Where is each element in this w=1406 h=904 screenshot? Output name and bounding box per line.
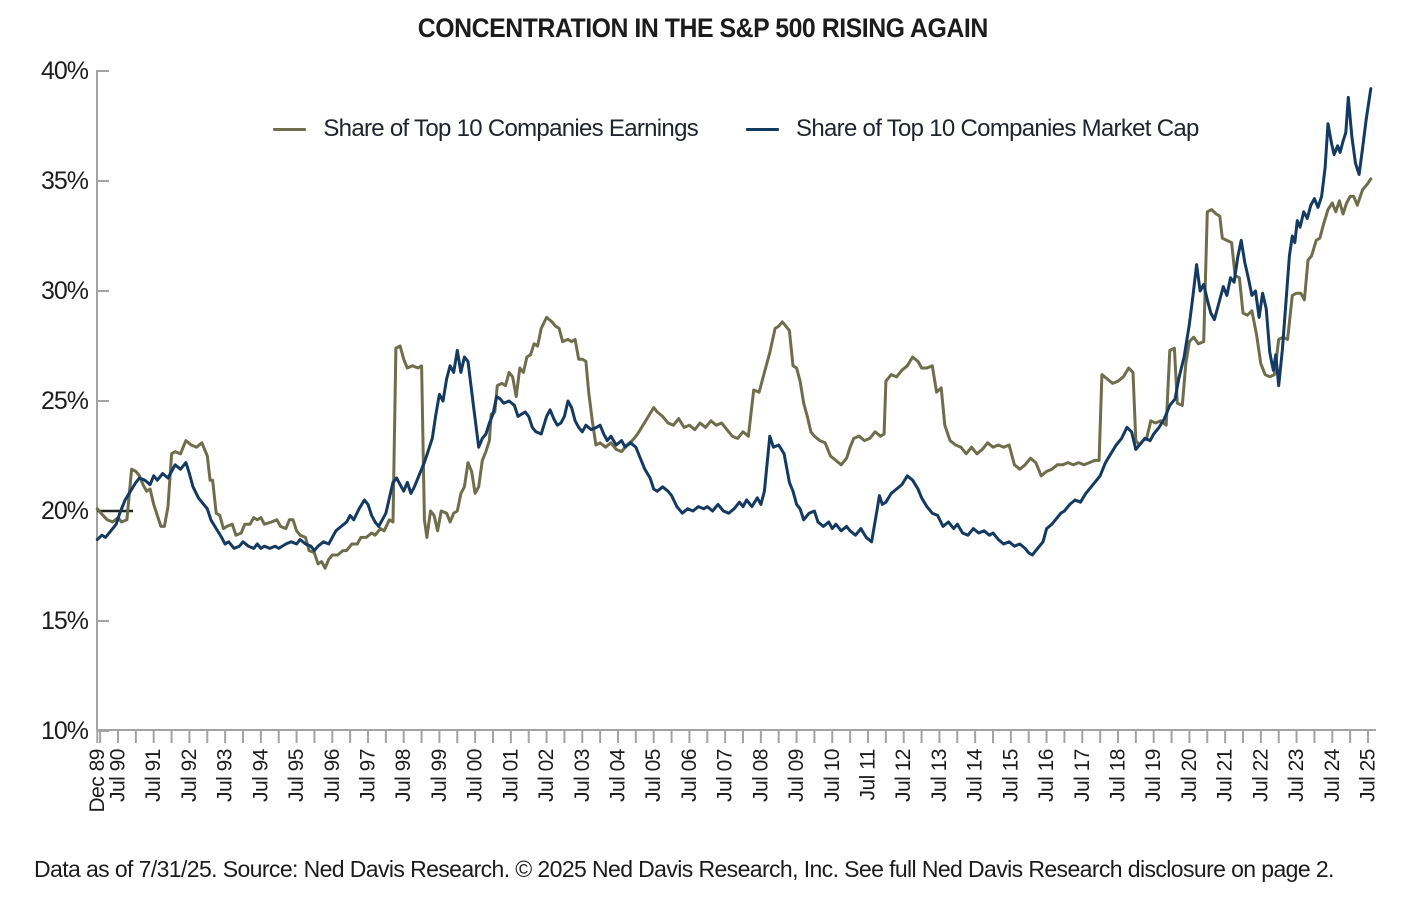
x-tick-label: Jul 01 <box>499 749 522 802</box>
x-tick-label: Jul 13 <box>928 749 951 802</box>
legend-label-market-cap: Share of Top 10 Companies Market Cap <box>796 115 1199 142</box>
x-tick-label: Jul 12 <box>892 749 915 802</box>
chart-title-text: CONCENTRATION IN THE S&P 500 RISING AGAI… <box>417 13 988 43</box>
y-tick-label: 40% <box>41 57 89 85</box>
x-tick-label: Jul 98 <box>392 749 415 802</box>
legend-label-earnings: Share of Top 10 Companies Earnings <box>323 115 699 142</box>
x-tick-label: Jul 14 <box>964 748 987 802</box>
market-cap-series-line <box>95 87 1373 557</box>
legend-item-market-cap: Share of Top 10 Companies Market Cap <box>746 115 1199 143</box>
x-tick-label: Jul 94 <box>249 748 272 802</box>
y-tick-label: 30% <box>41 277 89 305</box>
x-tick-label: Jul 18 <box>1106 749 1129 802</box>
x-tick-label: Jul 19 <box>1142 749 1165 802</box>
x-tick-label: Jul 91 <box>142 749 165 802</box>
legend-item-earnings: Share of Top 10 Companies Earnings <box>273 115 699 143</box>
x-tick-label: Jul 21 <box>1214 749 1237 802</box>
x-tick-label: Jul 96 <box>321 749 344 802</box>
source-footnote: Data as of 7/31/25. Source: Ned Davis Re… <box>34 856 1334 882</box>
x-tick-label: Jul 11 <box>856 749 879 800</box>
x-tick-label: Jul 92 <box>178 749 201 802</box>
x-tick-label: Jul 07 <box>714 749 737 802</box>
x-tick-label: Jul 15 <box>999 749 1022 802</box>
x-tick-label: Jul 90 <box>107 749 130 802</box>
x-tick-label: Jul 25 <box>1356 749 1379 802</box>
x-tick-label: Jul 05 <box>642 749 665 802</box>
x-tick-label: Dec 89 <box>86 749 109 813</box>
x-tick-label: Jul 20 <box>1178 749 1201 802</box>
x-tick-label: Jul 16 <box>1035 749 1058 802</box>
y-tick-label: 35% <box>41 167 89 195</box>
chart-title: CONCENTRATION IN THE S&P 500 RISING AGAI… <box>0 13 1406 44</box>
x-tick-label: Jul 09 <box>785 749 808 802</box>
legend: Share of Top 10 Companies Earnings Share… <box>97 115 1375 143</box>
x-tick-label: Jul 95 <box>285 749 308 802</box>
x-tick-label: Jul 06 <box>678 749 701 802</box>
x-tick-label: Jul 00 <box>464 749 487 802</box>
x-tick-label: Jul 04 <box>606 748 629 802</box>
market-cap-line-swatch <box>746 127 780 131</box>
y-tick-label: 10% <box>41 717 89 745</box>
x-tick-label: Jul 10 <box>821 749 844 802</box>
x-tick-label: Jul 97 <box>356 749 379 802</box>
x-tick-label: Jul 22 <box>1249 749 1272 802</box>
x-tick-label: Jul 03 <box>571 749 594 802</box>
y-tick-label: 15% <box>41 607 89 635</box>
x-tick-label: Jul 02 <box>535 749 558 802</box>
y-tick-label: 25% <box>41 387 89 415</box>
x-tick-label: Jul 93 <box>214 749 237 802</box>
x-tick-label: Jul 08 <box>749 749 772 802</box>
earnings-series-line <box>95 177 1373 570</box>
x-tick-label: Jul 23 <box>1285 749 1308 802</box>
y-tick-label: 20% <box>41 497 89 525</box>
x-tick-label: Jul 17 <box>1071 749 1094 802</box>
earnings-line-swatch <box>273 127 307 131</box>
x-tick-label: Jul 99 <box>428 749 451 802</box>
x-tick-label: Jul 24 <box>1321 748 1344 802</box>
